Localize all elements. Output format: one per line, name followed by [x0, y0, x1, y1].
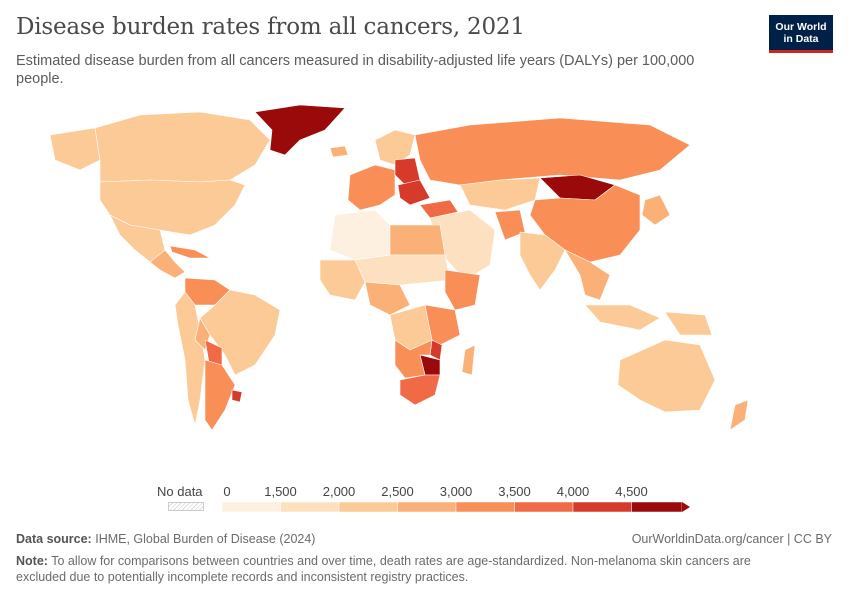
world-map[interactable] [0, 95, 850, 480]
region-papua[interactable] [664, 311, 713, 336]
region-caribbean[interactable] [169, 245, 211, 259]
legend-tick-label: 2,500 [381, 484, 414, 499]
region-china[interactable] [529, 184, 641, 263]
chart-subtitle: Estimated disease burden from all cancer… [16, 53, 695, 87]
region-alaska[interactable] [49, 127, 101, 171]
region-afghanistan[interactable] [494, 209, 526, 241]
region-hungary-region[interactable] [397, 179, 431, 206]
legend-no-data-swatch [168, 502, 204, 511]
region-argentina[interactable] [204, 359, 236, 431]
legend-swatch[interactable] [572, 501, 632, 513]
legend-tick-label: 1,500 [264, 484, 297, 499]
region-australia[interactable] [617, 339, 716, 413]
region-scandinavia[interactable] [374, 129, 416, 166]
legend-tick-label: 2,000 [322, 484, 356, 499]
legend-tick-label: 4,000 [556, 484, 590, 499]
region-south-africa[interactable] [399, 374, 441, 406]
note-label: Note: [16, 554, 48, 568]
legend-swatch[interactable] [222, 501, 281, 513]
region-peru-chile-west[interactable] [174, 291, 206, 426]
region-sahel[interactable] [354, 254, 451, 286]
legend-swatch[interactable] [631, 501, 683, 513]
region-russia[interactable] [414, 117, 691, 186]
data-source: Data source: IHME, Global Burden of Dise… [16, 532, 315, 546]
region-greenland[interactable] [254, 104, 346, 156]
legend-swatch[interactable] [514, 501, 574, 513]
region-southern-africa[interactable] [394, 339, 433, 379]
legend-tick-label: 3,500 [498, 484, 531, 499]
region-libya-egypt[interactable] [389, 224, 446, 256]
legend-swatch[interactable] [455, 501, 515, 513]
region-uruguay[interactable] [231, 389, 243, 403]
region-west-africa[interactable] [319, 259, 366, 301]
legend-no-data-label: No data [157, 484, 203, 499]
logo-line-1: Our World [775, 21, 827, 33]
footnote: Note: To allow for comparisons between c… [16, 553, 796, 585]
region-indonesia[interactable] [584, 304, 661, 331]
source-text[interactable]: IHME, Global Burden of Disease (2024) [95, 532, 316, 546]
source-label: Data source: [16, 532, 92, 546]
license-url[interactable]: OurWorldinData.org/cancer | CC BY [631, 532, 832, 546]
region-india[interactable] [519, 231, 566, 291]
legend-tick-label: 4,500 [615, 484, 648, 499]
region-ethiopia-somalia[interactable] [444, 269, 481, 311]
note-text: To allow for comparisons between countri… [16, 554, 751, 584]
legend-swatch[interactable] [338, 501, 398, 513]
region-southeast-asia[interactable] [564, 249, 611, 301]
region-turkey[interactable] [419, 199, 459, 219]
region-central-africa[interactable] [364, 281, 411, 316]
region-western-europe[interactable] [347, 164, 396, 211]
legend-swatch[interactable] [280, 501, 340, 513]
legend-swatch[interactable] [397, 501, 457, 513]
region-new-zealand[interactable] [729, 399, 749, 431]
legend-color-scale[interactable] [222, 501, 697, 513]
owid-logo[interactable]: Our World in Data [769, 15, 833, 53]
region-canada[interactable] [94, 111, 271, 183]
region-east-africa[interactable] [424, 304, 461, 346]
region-north-africa-west[interactable] [329, 209, 391, 261]
legend-tick-label: 0 [223, 484, 231, 499]
region-iceland[interactable] [329, 145, 349, 158]
region-japan-korea[interactable] [641, 194, 671, 226]
legend-tick-label: 3,000 [439, 484, 473, 499]
logo-line-2: in Data [783, 33, 819, 45]
legend-overflow-arrow [682, 502, 690, 512]
region-central-america[interactable] [149, 249, 186, 279]
region-madagascar[interactable] [461, 344, 476, 376]
chart-title: Disease burden rates from all cancers, 2… [16, 14, 525, 40]
